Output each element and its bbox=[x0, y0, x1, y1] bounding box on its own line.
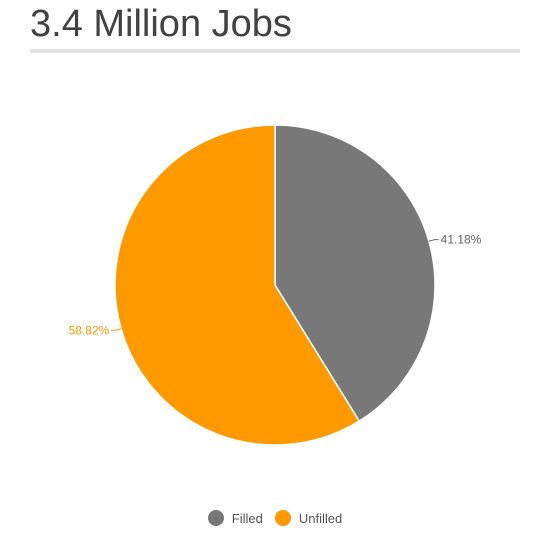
pie-slices bbox=[114, 124, 436, 446]
legend-swatch-unfilled bbox=[274, 510, 291, 526]
legend-swatch-filled bbox=[207, 510, 224, 526]
legend-label-filled: Filled bbox=[231, 510, 263, 526]
legend-label-unfilled: Unfilled bbox=[298, 510, 343, 526]
legend-item-filled[interactable]: Filled bbox=[207, 510, 263, 526]
pie-chart: 41.18% 58.82% bbox=[69, 124, 482, 446]
data-label-filled: 41.18% bbox=[441, 233, 482, 247]
leader-line-filled bbox=[428, 239, 439, 242]
leader-line-unfilled bbox=[111, 328, 122, 331]
pie-data-labels: 41.18% 58.82% bbox=[69, 233, 482, 338]
legend-item-unfilled[interactable]: Unfilled bbox=[274, 510, 343, 526]
pie-slice-unfilled[interactable] bbox=[114, 124, 361, 446]
legend: Filled Unfilled bbox=[0, 510, 550, 526]
title-divider bbox=[30, 49, 520, 53]
pie-leader-lines bbox=[111, 239, 439, 331]
data-label-unfilled: 58.82% bbox=[69, 323, 110, 337]
pie-slice-filled[interactable] bbox=[274, 124, 436, 423]
chart-title: 3.4 Million Jobs bbox=[30, 3, 292, 45]
